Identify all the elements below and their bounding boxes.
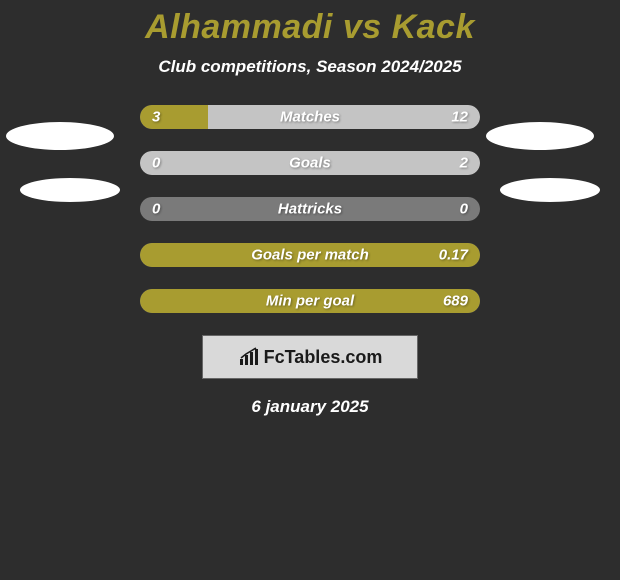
bar-left-value: 3 (152, 109, 160, 126)
stat-bar: 689 Min per goal (140, 289, 480, 313)
stat-bar: 3 12 Matches (140, 105, 480, 129)
bars-container: 3 12 Matches 0 2 Goals 0 0 Hattricks 0.17 Goals pe… (140, 105, 480, 313)
bar-right-value: 12 (451, 109, 468, 126)
bar-left-value: 0 (152, 155, 160, 172)
bar-right-value: 0 (460, 201, 468, 218)
date-label: 6 january 2025 (0, 397, 620, 417)
team-oval (20, 178, 120, 202)
team-oval (500, 178, 600, 202)
bar-label: Min per goal (266, 293, 354, 310)
bar-right-value: 0.17 (439, 247, 468, 264)
team-oval (6, 122, 114, 150)
stat-bar: 0 2 Goals (140, 151, 480, 175)
bar-left-value: 0 (152, 201, 160, 218)
page-title: Alhammadi vs Kack (0, 0, 620, 47)
stat-bar: 0.17 Goals per match (140, 243, 480, 267)
brand-box[interactable]: FcTables.com (202, 335, 418, 379)
brand-text: FcTables.com (264, 347, 383, 368)
bar-right-value: 689 (443, 293, 468, 310)
team-oval (486, 122, 594, 150)
bar-label: Hattricks (278, 201, 342, 218)
barchart-icon (238, 347, 260, 367)
bar-right-value: 2 (460, 155, 468, 172)
stats-comparison-card: Alhammadi vs Kack Club competitions, Sea… (0, 0, 620, 580)
bar-label: Matches (280, 109, 340, 126)
stat-bar: 0 0 Hattricks (140, 197, 480, 221)
bar-label: Goals per match (251, 247, 369, 264)
bar-fill-left (140, 105, 208, 129)
subtitle: Club competitions, Season 2024/2025 (0, 57, 620, 77)
bar-label: Goals (289, 155, 331, 172)
bar-fill-right (208, 105, 480, 129)
